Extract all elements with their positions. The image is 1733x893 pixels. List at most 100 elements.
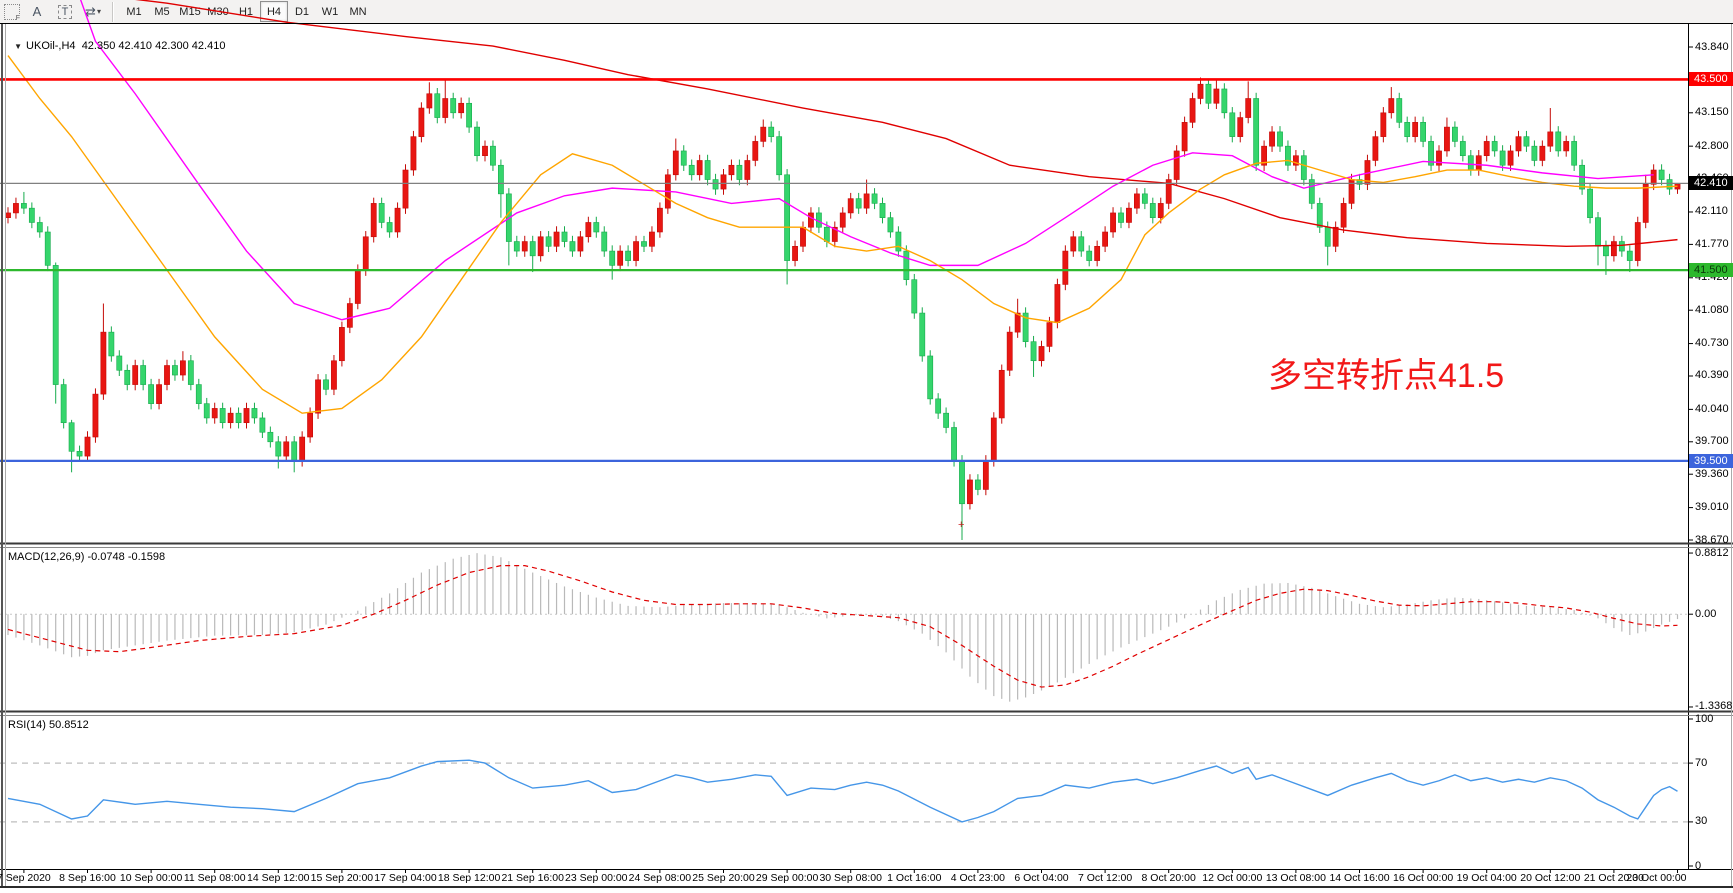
candle-body <box>466 102 472 128</box>
candle-body <box>545 236 552 247</box>
chart-ohlc-values: 42.350 42.410 42.300 42.410 <box>81 40 226 52</box>
price-tick-label: 43.150 <box>1695 106 1729 119</box>
candle-body <box>1141 193 1148 204</box>
candle-body <box>219 408 226 424</box>
arrows-tool-button[interactable]: ⇄ ▾ <box>82 2 104 21</box>
rsi-tick-label: 30 <box>1695 815 1708 828</box>
candle-body <box>1030 341 1037 362</box>
candle-body <box>44 231 51 266</box>
ma-slow-red-line <box>134 0 1678 248</box>
candle-body <box>990 417 997 462</box>
rsi-line <box>7 759 1678 823</box>
candle-body <box>1038 346 1045 362</box>
candle-body <box>1078 236 1085 252</box>
candle-body <box>402 169 409 209</box>
timeframe-m15-button[interactable]: M15 <box>179 5 201 18</box>
pane-frame <box>0 23 1733 888</box>
candle-body <box>1293 155 1299 166</box>
candle-body <box>203 403 210 419</box>
candle-body <box>1316 203 1323 228</box>
candle-body <box>1356 179 1363 185</box>
candle-body <box>847 198 854 214</box>
candle-body <box>1118 212 1124 223</box>
candle-body <box>1261 145 1267 166</box>
candle-body <box>291 441 298 462</box>
candle-body <box>1173 150 1180 180</box>
date-tick-label: 18 Sep 12:00 <box>437 872 501 884</box>
price-tag-43.500: 43.500 <box>1689 72 1733 87</box>
candle-body <box>458 102 465 114</box>
symbol-dropdown-icon[interactable]: ▼ <box>14 42 23 51</box>
candle-body <box>92 393 99 438</box>
candle-body <box>1300 155 1307 180</box>
candle-body <box>1650 169 1657 185</box>
candle-body <box>354 269 361 304</box>
candle-body <box>116 355 123 371</box>
candle-body <box>148 384 154 404</box>
text-label-tool-button[interactable]: T <box>54 2 76 21</box>
candle-body <box>521 241 528 252</box>
ma-mid-magenta-line <box>79 0 1654 321</box>
candle-body <box>1547 131 1554 147</box>
timeframe-w1-button[interactable]: W1 <box>321 5 339 18</box>
candle-body <box>323 379 329 390</box>
candle-body <box>1014 312 1021 333</box>
candle-body <box>243 408 250 424</box>
date-tick-label: 21 Sep 16:00 <box>501 872 564 884</box>
candle-body <box>1022 312 1029 342</box>
candle-body <box>450 98 457 114</box>
candle-body <box>1110 212 1116 233</box>
candle-body <box>720 174 727 190</box>
candle-body <box>1666 179 1673 190</box>
candle-body <box>688 164 695 176</box>
price-tick-label: 42.800 <box>1695 139 1729 152</box>
price-tick-label: 40.730 <box>1695 337 1729 350</box>
candle-body <box>1213 88 1220 104</box>
candle-body <box>1165 179 1172 204</box>
candle-body <box>180 360 186 376</box>
candle-body <box>1587 188 1593 218</box>
candle-body <box>267 431 274 443</box>
timeframe-m5-button[interactable]: M5 <box>154 5 170 18</box>
toolbar-grip-icon[interactable]: F <box>4 3 20 22</box>
candle-body <box>100 331 107 395</box>
timeframe-h4-button[interactable]: H4 <box>260 1 288 22</box>
price-tag-41.500: 41.500 <box>1689 263 1733 278</box>
candle-body <box>1062 250 1069 285</box>
cursor-tool-button[interactable]: A <box>32 4 42 19</box>
candle-body <box>1515 136 1522 152</box>
candle-body <box>172 365 178 376</box>
candle-body <box>1420 122 1426 142</box>
candle-body <box>641 241 647 247</box>
date-tick-label: 4 Oct 23:00 <box>950 872 1006 884</box>
candle-body <box>1412 122 1419 137</box>
candle-body <box>609 250 616 266</box>
candle-body <box>712 179 719 190</box>
pivot-annotation-text[interactable]: 多空转折点41.5 <box>1268 357 1505 395</box>
timeframe-d1-button[interactable]: D1 <box>294 5 310 18</box>
candle-body <box>800 226 806 247</box>
candle-body <box>680 150 687 166</box>
timeframe-m1-button[interactable]: M1 <box>126 5 142 18</box>
candle-body <box>1388 98 1395 114</box>
candle-body <box>625 250 631 261</box>
candle-body <box>1245 98 1252 118</box>
candle-body <box>744 160 751 180</box>
candle-body <box>1467 155 1474 171</box>
candle-body <box>1396 98 1403 123</box>
candle-body <box>704 160 711 180</box>
candle-body <box>911 279 918 314</box>
candle-body <box>259 417 266 433</box>
timeframe-mn-button[interactable]: MN <box>349 5 367 18</box>
price-tick-label: 38.670 <box>1695 533 1729 546</box>
candle-body <box>982 460 989 490</box>
candle-body <box>951 427 957 462</box>
candle-body <box>211 408 218 419</box>
candle-body <box>482 145 488 157</box>
candle-body <box>1157 203 1164 218</box>
candle-body <box>490 145 496 166</box>
candle-body <box>5 212 11 218</box>
candle-body <box>28 207 35 223</box>
candle-body <box>1404 122 1411 137</box>
